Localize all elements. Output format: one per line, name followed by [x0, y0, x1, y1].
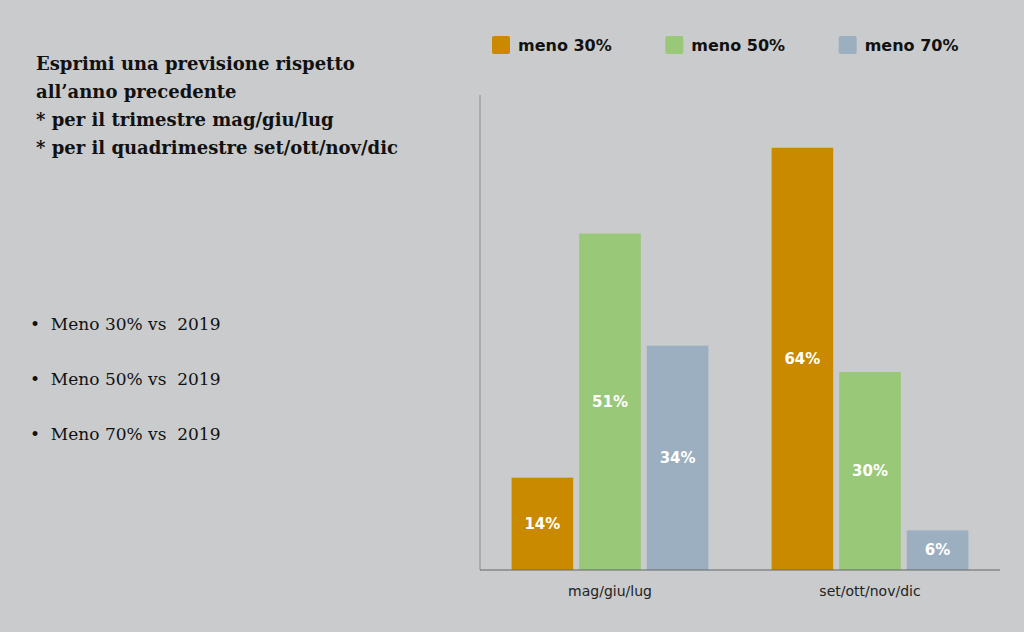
x-tick-label: mag/giu/lug: [568, 583, 652, 599]
data-labels: 14% 51% 34% 64% 30% 6%: [524, 350, 950, 559]
data-label: 34%: [660, 449, 696, 467]
bullet-point: • Meno 70% vs 2019: [30, 424, 220, 444]
data-label: 51%: [592, 393, 628, 411]
bar: [772, 148, 834, 570]
legend-swatch: [665, 36, 683, 54]
x-axis-line: [480, 569, 1000, 570]
bars: [512, 148, 969, 570]
data-label: 14%: [524, 515, 560, 533]
legend-swatch: [839, 36, 857, 54]
legend-label: meno 50%: [691, 36, 785, 55]
legend: meno 30% meno 50% meno 70%: [492, 36, 958, 55]
chart: Esprimi una previsione rispettoall’anno …: [0, 0, 1024, 632]
bullet-point: • Meno 30% vs 2019: [30, 314, 220, 334]
data-label: 6%: [925, 541, 950, 559]
legend-swatch: [492, 36, 510, 54]
bullet-point: • Meno 50% vs 2019: [30, 369, 220, 389]
title: Esprimi una previsione rispettoall’anno …: [36, 53, 398, 158]
bar: [647, 346, 709, 570]
legend-label: meno 70%: [865, 36, 959, 55]
data-label: 30%: [852, 462, 888, 480]
bar: [907, 530, 969, 570]
y-axis-line: [480, 95, 481, 570]
x-tick-label: set/ott/nov/dic: [819, 583, 920, 599]
legend-label: meno 30%: [518, 36, 612, 55]
bar: [839, 372, 901, 570]
bar: [512, 478, 574, 570]
bar: [579, 234, 641, 570]
data-label: 64%: [784, 350, 820, 368]
